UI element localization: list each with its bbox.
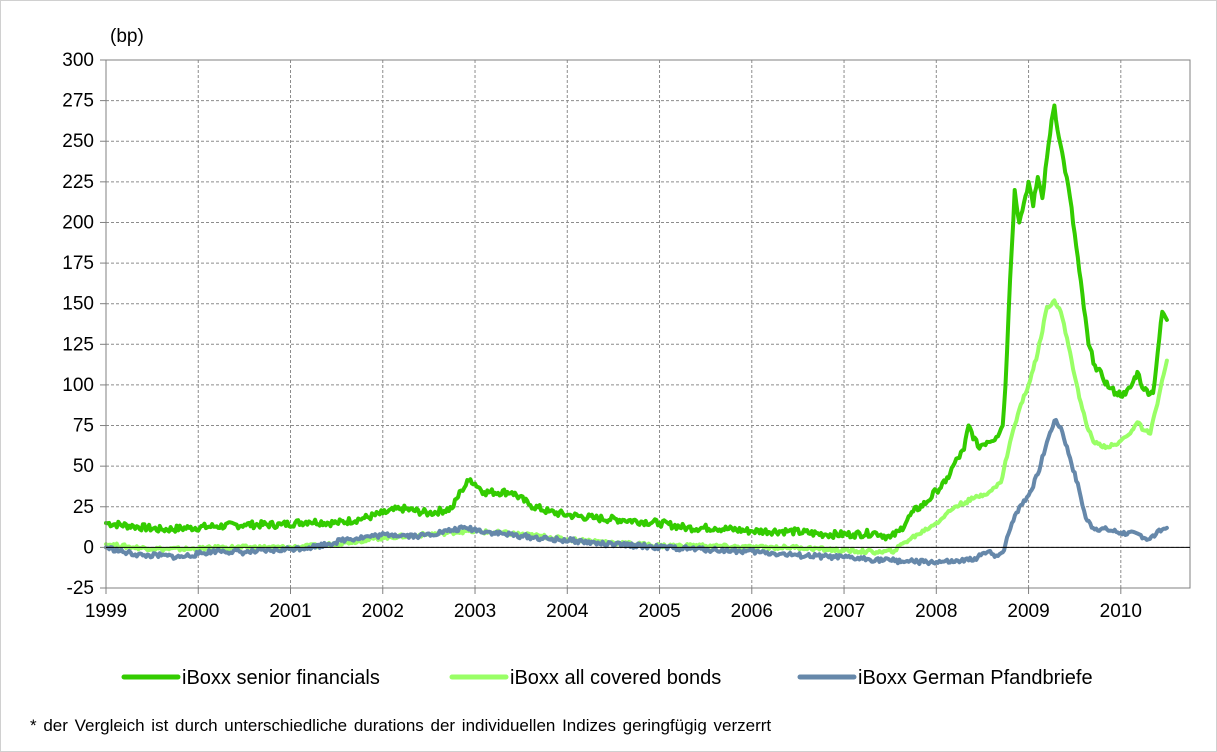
x-tick-label: 2001 [269, 601, 311, 622]
legend-covered-bonds: iBoxx all covered bonds [449, 667, 721, 689]
y-axis-unit-label: (bp) [110, 26, 144, 47]
y-tick-label: 225 [62, 172, 94, 193]
y-tick-label: -25 [67, 578, 94, 599]
senior-financials-line [104, 103, 1169, 542]
y-tick-label: 200 [62, 212, 94, 233]
y-tick-label: 300 [62, 50, 94, 71]
x-tick-label: 2003 [454, 601, 496, 622]
legend-label: iBoxx senior financials [182, 667, 380, 689]
x-tick-label: 2002 [362, 601, 404, 622]
y-tick-label: 150 [62, 294, 94, 315]
y-tick-label: 275 [62, 91, 94, 112]
x-tick-label: 2006 [731, 601, 773, 622]
legend-label: iBoxx all covered bonds [510, 667, 721, 689]
plot-area-border [105, 59, 1191, 589]
y-tick-label: 25 [73, 497, 94, 518]
x-tick-label: 1999 [85, 601, 127, 622]
grid-lines [106, 59, 1190, 588]
x-tick-label: 2004 [546, 601, 589, 622]
y-tick-label: 250 [62, 131, 94, 152]
y-tick-label: 100 [62, 375, 94, 396]
y-tick-label: 0 [83, 537, 94, 558]
axes [100, 59, 1191, 594]
y-tick-label: 50 [73, 456, 94, 477]
legend-pfandbriefe: iBoxx German Pfandbriefe [797, 667, 1093, 689]
footnote: * der Vergleich ist durch unterschiedlic… [30, 716, 772, 735]
legend: iBoxx senior financials iBoxx all covered… [121, 667, 1093, 689]
y-axis-tick-labels: -25 0 25 50 75 100 125 150 175 200 225 250 275 300 [62, 50, 94, 599]
x-tick-label: 2010 [1100, 601, 1142, 622]
legend-senior-financials: iBoxx senior financials [121, 667, 380, 689]
x-tick-label: 2007 [823, 601, 865, 622]
x-tick-label: 2000 [177, 601, 219, 622]
x-tick-label: 2009 [1007, 601, 1049, 622]
x-axis-tick-labels: 1999 2000 2001 2002 2003 2004 2005 2006 2007 2008… [85, 601, 1142, 622]
legend-label: iBoxx German Pfandbriefe [858, 667, 1093, 689]
x-tick-label: 2008 [915, 601, 957, 622]
y-tick-label: 175 [62, 253, 94, 274]
x-tick-label: 2005 [638, 601, 680, 622]
y-tick-label: 125 [62, 334, 94, 355]
y-tick-label: 75 [73, 416, 94, 437]
